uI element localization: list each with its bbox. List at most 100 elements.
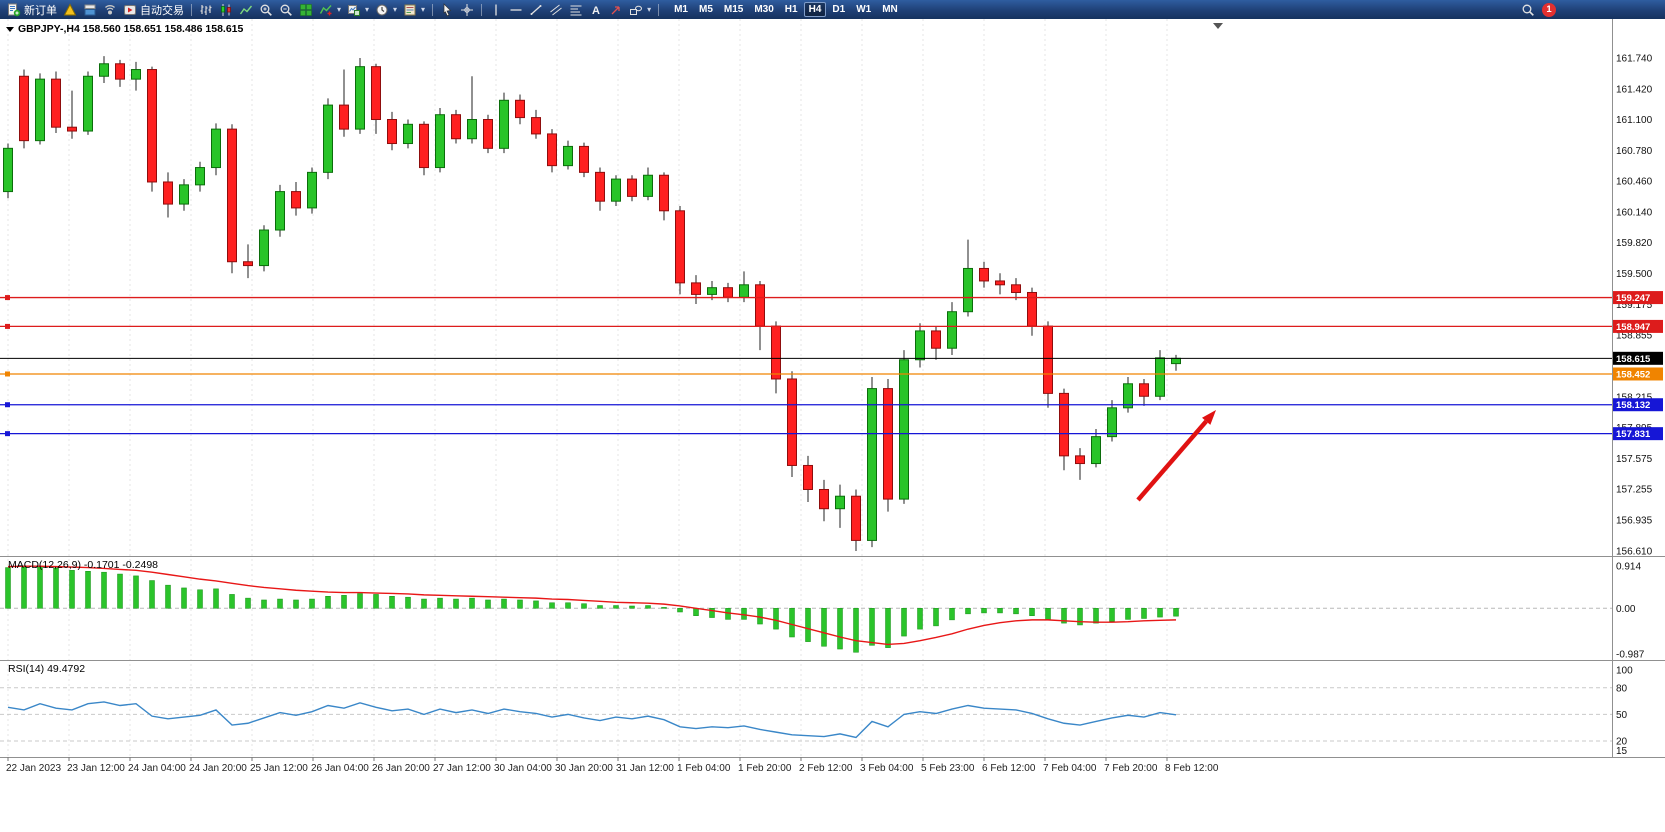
shift-end-marker-icon[interactable] <box>1213 23 1223 29</box>
shapes-icon[interactable]: ▾ <box>626 1 654 18</box>
toolbar-right-group: 1 <box>1521 2 1556 17</box>
horizontal-line-icon[interactable] <box>506 1 526 18</box>
arrow-object-icon[interactable] <box>606 1 626 18</box>
rsi-line <box>7 701 1177 739</box>
chart-canvas[interactable]: 161.740 161.420 161.100 160.780 160.460 160.1… <box>0 19 1665 832</box>
signals-icon <box>103 3 117 17</box>
price-badge-label: 158.132 <box>1616 400 1650 411</box>
price-axis[interactable]: 161.740 161.420 161.100 160.780 160.460 160.1… <box>1613 54 1663 758</box>
candle <box>915 323 925 368</box>
date-axis[interactable]: 22 Jan 2023 23 Jan 12:00 24 Jan 04:00 24 Ja… <box>6 757 1219 774</box>
templates-icon[interactable]: ▾ <box>400 1 428 18</box>
candle <box>723 282 733 303</box>
vertical-line-icon <box>489 3 503 17</box>
channel-icon[interactable] <box>546 1 566 18</box>
candle <box>515 94 525 125</box>
line-handle[interactable] <box>5 402 10 408</box>
text-label-icon[interactable]: A <box>586 1 606 18</box>
indicators-icon[interactable]: ▾ <box>316 1 344 18</box>
line-handle[interactable] <box>5 323 10 329</box>
rsi-pane[interactable] <box>0 687 1612 742</box>
timeframe-button-H1[interactable]: H1 <box>784 4 798 15</box>
timeframe-button-H4[interactable]: H4 <box>803 2 827 17</box>
line-handle[interactable] <box>5 295 10 301</box>
tile-windows-icon[interactable] <box>296 1 316 18</box>
candlestick-chart-icon[interactable] <box>216 1 236 18</box>
notification-badge[interactable]: 1 <box>1542 2 1556 17</box>
candle <box>387 111 397 151</box>
trend-arrow-head[interactable] <box>1202 410 1216 425</box>
crosshair-icon[interactable] <box>457 1 477 18</box>
candle <box>643 167 653 201</box>
rsi-scale-label: 80 <box>1616 683 1628 694</box>
macd-scale-label: 0.914 <box>1616 561 1641 572</box>
signals-icon[interactable] <box>100 1 120 18</box>
trendline-icon[interactable] <box>526 1 546 18</box>
timeframe-button-M15[interactable]: M15 <box>723 4 744 15</box>
price-badge <box>1613 351 1663 365</box>
cursor-icon[interactable] <box>437 1 457 18</box>
market-icon[interactable] <box>80 1 100 18</box>
line-chart-icon[interactable] <box>236 1 256 18</box>
zoom-out-icon[interactable] <box>276 1 296 18</box>
candle <box>1011 278 1021 301</box>
candle <box>19 69 29 149</box>
line-handle[interactable] <box>5 431 10 437</box>
timeframe-button-M30[interactable]: M30 <box>754 4 774 15</box>
price-tick-label: 160.780 <box>1616 146 1653 157</box>
editor-icon[interactable] <box>60 1 80 18</box>
rsi-scale-label: 50 <box>1616 710 1628 721</box>
candle <box>547 129 557 173</box>
date-tick-label: 6 Feb 12:00 <box>982 763 1036 774</box>
bar-chart-icon <box>199 3 213 17</box>
level-lines[interactable] <box>0 295 1612 437</box>
candle <box>259 225 269 272</box>
price-tick-label: 157.575 <box>1616 454 1653 465</box>
fibonacci-icon[interactable] <box>566 1 586 18</box>
timeframe-button-M1[interactable]: M1 <box>674 4 688 15</box>
candle <box>675 205 685 295</box>
candle <box>995 273 1005 295</box>
candle <box>531 109 541 139</box>
annotations[interactable] <box>1136 23 1223 502</box>
timeframe-button-M5[interactable]: M5 <box>698 4 713 15</box>
candle <box>99 56 109 83</box>
candle <box>1027 287 1037 336</box>
pane-separators <box>0 19 1665 758</box>
bar-chart-icon[interactable] <box>196 1 216 18</box>
add-chart-icon[interactable]: ▾ <box>344 1 372 18</box>
line-handle[interactable] <box>5 371 10 377</box>
price-badge-label: 157.831 <box>1616 429 1651 440</box>
macd-pane[interactable] <box>0 565 1612 653</box>
price-tick-label: 159.820 <box>1616 238 1653 249</box>
zoom-in-icon[interactable] <box>256 1 276 18</box>
timeframe-button-D1[interactable]: D1 <box>832 4 846 15</box>
candle <box>435 107 445 173</box>
periods-icon[interactable]: ▾ <box>372 1 400 18</box>
candle <box>83 71 93 135</box>
toolbar-separator <box>191 3 192 16</box>
chart-window[interactable]: 161.740 161.420 161.100 160.780 160.460 160.1… <box>0 19 1665 832</box>
crosshair-icon <box>460 3 474 17</box>
date-tick-label: 25 Jan 12:00 <box>250 763 308 774</box>
dropdown-arrow-icon[interactable]: ▾ <box>337 5 342 14</box>
trend-arrow[interactable] <box>1136 419 1208 502</box>
autotrade-button[interactable]: 自动交易 <box>120 1 187 18</box>
add-chart-icon <box>347 3 361 17</box>
autotrade-button-label: 自动交易 <box>140 4 184 17</box>
timeframe-button-W1[interactable]: W1 <box>856 4 872 15</box>
dropdown-arrow-icon[interactable]: ▾ <box>365 5 370 14</box>
search-icon[interactable] <box>1521 3 1535 17</box>
dropdown-arrow-icon[interactable]: ▾ <box>421 5 426 14</box>
candle <box>195 161 205 192</box>
vertical-line-icon[interactable] <box>486 1 506 18</box>
dropdown-arrow-icon[interactable]: ▾ <box>647 5 652 14</box>
candle <box>307 167 317 214</box>
price-tick-label: 161.420 <box>1616 84 1653 95</box>
price-badge-label: 158.947 <box>1616 322 1650 333</box>
candle <box>819 479 829 522</box>
new-order-button[interactable]: 新订单 <box>4 1 60 18</box>
line-chart-icon <box>239 3 253 17</box>
dropdown-arrow-icon[interactable]: ▾ <box>393 5 398 14</box>
timeframe-button-MN[interactable]: MN <box>882 4 898 15</box>
